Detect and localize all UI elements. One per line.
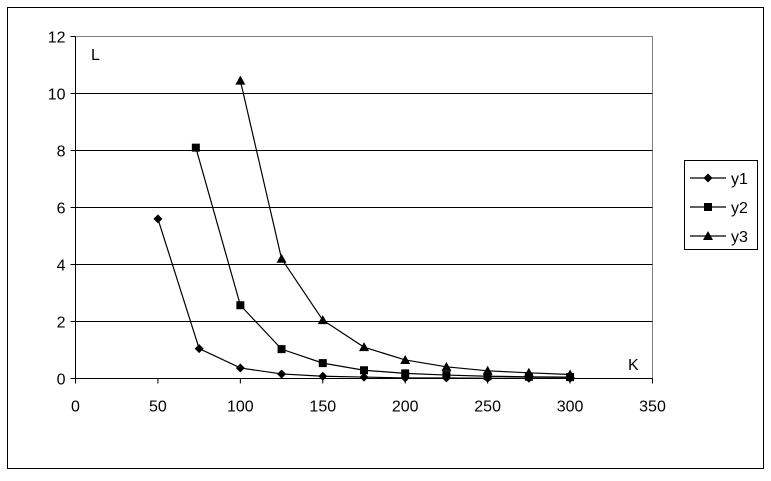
data-point-y1	[318, 371, 328, 381]
data-point-y2	[236, 301, 245, 310]
legend-marker	[703, 231, 713, 240]
data-point-y3	[317, 315, 328, 325]
axes: 0 2 4 6 8 10 12 0 50 100 150 200 250 300 350	[48, 30, 666, 416]
data-point-y1	[277, 369, 287, 379]
x-tick-label: 150	[309, 399, 336, 416]
y-tick-label: 6	[57, 201, 66, 218]
legend-item-y3: y3	[690, 229, 748, 246]
data-point-y3	[523, 367, 534, 377]
legend-box	[684, 160, 758, 250]
data-point-y2	[318, 359, 327, 368]
y-axis-label: L	[91, 47, 100, 64]
data-point-y3	[482, 365, 493, 375]
data-point-y2	[277, 345, 286, 354]
x-tick-label: 300	[557, 399, 584, 416]
data-point-y3	[359, 342, 369, 352]
legend-marker	[703, 173, 713, 183]
data-point-y2	[360, 366, 368, 375]
legend-item-y1: y1	[690, 171, 748, 188]
data-point-y1	[194, 344, 204, 354]
series-line-y2	[195, 147, 571, 378]
x-tick-label: 0	[71, 399, 80, 416]
series-layer	[153, 75, 576, 383]
x-tick-label: 200	[392, 399, 419, 416]
data-point-y1	[235, 363, 245, 373]
y-tick-label: 4	[57, 258, 66, 275]
data-point-y3	[441, 361, 452, 371]
legend-label: y2	[731, 200, 748, 217]
y-tick-label: 12	[48, 30, 66, 47]
legend-label: y1	[731, 171, 748, 188]
data-point-y2	[442, 371, 451, 380]
data-point-y3	[276, 253, 287, 263]
y-tick-label: 0	[57, 372, 66, 389]
x-tick-label: 100	[227, 399, 254, 416]
data-point-y2	[401, 369, 410, 378]
data-point-y3	[235, 75, 246, 85]
data-point-y3	[565, 369, 576, 379]
data-point-y2	[483, 372, 492, 381]
legend-item-y2: y2	[690, 200, 748, 217]
data-point-y1	[359, 372, 369, 382]
legend: y1 y2 y3	[684, 160, 758, 250]
y-tick-label: 2	[57, 315, 66, 332]
y-tick-label: 10	[48, 87, 66, 104]
series-y3	[235, 75, 576, 379]
x-tick-label: 350	[639, 399, 666, 416]
y-tick-label: 8	[57, 144, 66, 161]
legend-marker	[704, 203, 712, 211]
grid-lines	[75, 93, 653, 322]
data-point-y1	[153, 214, 163, 224]
data-point-y2	[191, 143, 200, 152]
x-tick-label: 250	[474, 399, 501, 416]
x-tick-label: 50	[149, 399, 167, 416]
legend-label: y3	[731, 229, 748, 246]
x-axis-label: K	[628, 357, 639, 374]
data-point-y3	[400, 354, 411, 364]
